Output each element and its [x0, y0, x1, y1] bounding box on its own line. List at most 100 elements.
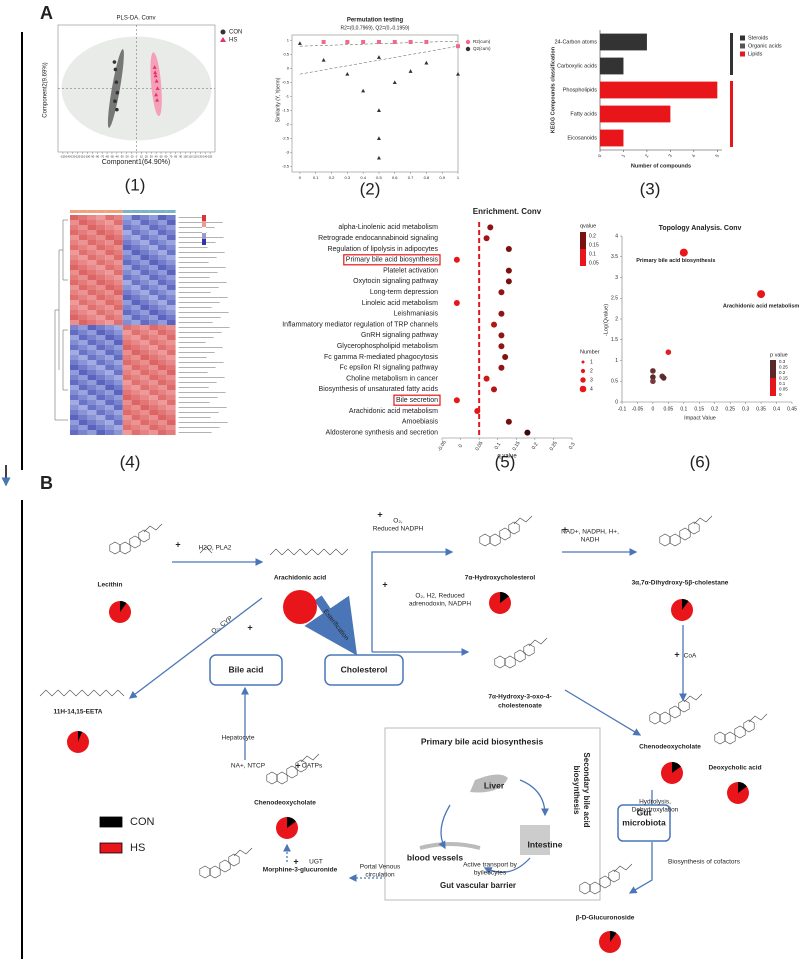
- heatmap-cell: [158, 315, 167, 320]
- point: [153, 73, 158, 78]
- subpanel-label: (6): [690, 452, 711, 471]
- structure: [514, 649, 526, 663]
- heatmap-cell: [131, 410, 141, 415]
- color-scale: [770, 378, 776, 396]
- heatmap-cell: [70, 380, 79, 385]
- structure: [499, 527, 511, 541]
- plus-sign: +: [382, 579, 387, 589]
- heatmap-cell: [105, 275, 114, 280]
- heatmap-cell: [114, 215, 123, 220]
- structure: [693, 515, 713, 525]
- group-bar: [166, 210, 176, 213]
- heatmap-cell: [166, 405, 176, 410]
- heatmap-cell: [122, 430, 132, 435]
- heatmap-cell: [140, 250, 150, 255]
- heatmap-cell: [131, 315, 141, 320]
- heatmap-cell: [158, 375, 167, 380]
- y-tick-label: 1.5: [611, 337, 618, 343]
- heatmap-cell: [166, 380, 176, 385]
- node-label: 3α,7α-Dihydroxy-5β-cholestane: [632, 580, 729, 587]
- legend-label: 0.1: [779, 381, 786, 386]
- heatmap-cell: [114, 220, 123, 225]
- heatmap-cell: [96, 330, 106, 335]
- heatmap-cell: [149, 225, 158, 230]
- heatmap-cell: [70, 340, 79, 345]
- heatmap-cell: [105, 335, 114, 340]
- group-bar: [105, 210, 114, 213]
- x-tick-label: 70: [169, 155, 172, 159]
- heatmap-cell: [131, 295, 141, 300]
- point: [152, 65, 157, 69]
- heatmap-cell: [87, 350, 97, 355]
- group-ellipse: [107, 49, 124, 128]
- y-tick-label: 0: [615, 399, 618, 405]
- heatmap-cell: [70, 215, 79, 220]
- structure: [129, 535, 141, 549]
- heatmap-cell: [166, 415, 176, 420]
- heatmap-cell: [131, 370, 141, 375]
- heatmap-cell: [166, 245, 176, 250]
- heatmap-cell: [166, 385, 176, 390]
- heatmap-cell: [78, 350, 88, 355]
- structure: [659, 533, 671, 547]
- heatmap-cell: [166, 365, 176, 370]
- bar: [600, 57, 624, 75]
- heatmap-cell: [166, 340, 176, 345]
- heatmap-cell: [140, 245, 150, 250]
- y-tick-label: alpha-Linolenic acid metabolism: [338, 224, 438, 231]
- dot: [453, 397, 460, 404]
- x-tick-label: 0.15: [512, 440, 522, 452]
- heatmap-cell: [114, 415, 123, 420]
- heatmap-cell: [96, 385, 106, 390]
- heatmap-cell: [131, 365, 141, 370]
- legend-label: Q2(cum): [473, 46, 491, 51]
- x-tick-label: 90: [179, 155, 182, 159]
- legend-swatch: [220, 29, 226, 35]
- x-tick-label: -0.05: [632, 406, 644, 412]
- legend-swatch: [740, 51, 745, 57]
- subpanel-label: (4): [120, 452, 141, 471]
- heatmap-cell: [70, 275, 79, 280]
- heatmap-cell: [122, 215, 132, 220]
- heatmap-cell: [114, 395, 123, 400]
- box-label: Bile acid: [229, 664, 264, 674]
- heatmap-cell: [96, 260, 106, 265]
- dot: [502, 354, 509, 360]
- heatmap-cell: [158, 260, 167, 265]
- heatmap-cell: [131, 360, 141, 365]
- plus-sign: +: [175, 539, 180, 549]
- reaction-label: Reduced NADPH: [373, 526, 424, 533]
- bar: [600, 105, 671, 123]
- reaction-label: UGT: [309, 859, 323, 866]
- heatmap-cell: [140, 305, 150, 310]
- heatmap-cell: [122, 305, 132, 310]
- heatmap-cell: [131, 395, 141, 400]
- heatmap-cell: [166, 400, 176, 405]
- heatmap-cell: [166, 290, 176, 295]
- heatmap-cell: [131, 375, 141, 380]
- heatmap-cell: [140, 320, 150, 325]
- heatmap-cell: [96, 365, 106, 370]
- heatmap-cell: [158, 255, 167, 260]
- dot: [453, 300, 460, 306]
- point: [114, 80, 119, 84]
- organ-label: Intestine: [528, 839, 563, 849]
- heatmap-cell: [149, 390, 158, 395]
- structure: [508, 521, 520, 535]
- y-tick-label: Oxytocin signaling pathway: [353, 278, 438, 285]
- structure: [669, 705, 681, 719]
- center-side-label: Secondary bile acid: [582, 752, 591, 827]
- heatmap-cell: [105, 365, 114, 370]
- x-tick-label: 1: [457, 175, 460, 180]
- x-tick-label: 0.05: [663, 406, 673, 412]
- y-tick-label: Long-term depression: [370, 289, 438, 296]
- reaction-label: adrenodoxin, NADPH: [409, 601, 471, 608]
- heatmap-cell: [96, 405, 106, 410]
- heatmap-cell: [122, 290, 132, 295]
- heatmap-cell: [78, 285, 88, 290]
- x-tick-label: 20: [145, 155, 148, 159]
- point: [456, 71, 460, 76]
- pie-slice: [120, 601, 127, 612]
- x-tick-label: -140: [65, 155, 71, 159]
- structure: [269, 548, 349, 556]
